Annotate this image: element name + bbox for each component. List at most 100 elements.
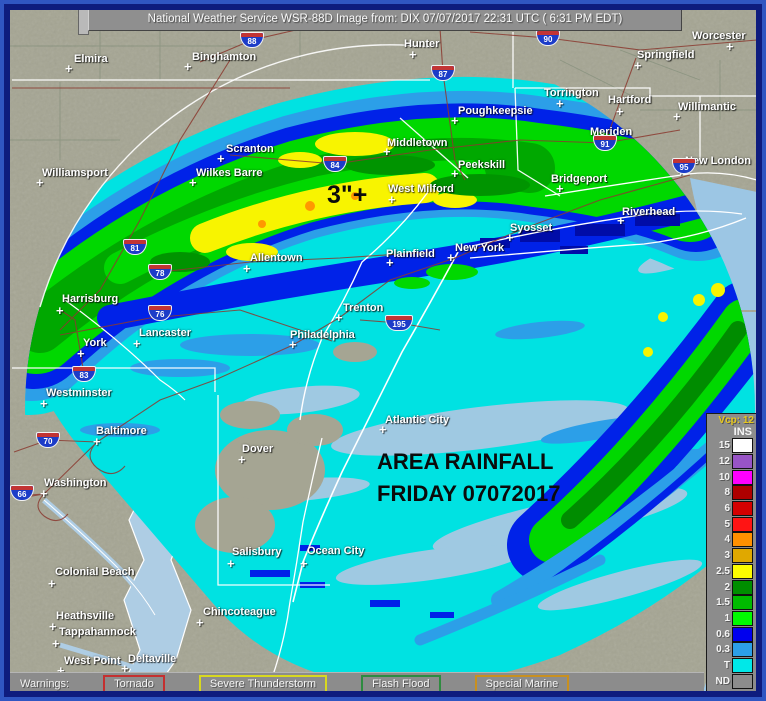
- city-label: Baltimore: [96, 425, 147, 437]
- interstate-shield-95: 95: [672, 158, 696, 174]
- county-lines: [10, 10, 756, 160]
- warning-badge-tornado[interactable]: Tornado: [103, 674, 165, 694]
- legend-row: 12: [707, 454, 757, 470]
- city-label: Binghamton: [192, 51, 257, 63]
- shield-number: 195: [392, 320, 406, 329]
- shield-number: 95: [679, 163, 689, 172]
- legend-swatch: [732, 610, 753, 626]
- coastlines: [43, 172, 757, 679]
- image-title-bar: National Weather Service WSR-88D Image f…: [88, 8, 682, 31]
- legend-row: ND: [707, 673, 757, 689]
- city-marker: +: [57, 663, 65, 678]
- city-marker: +: [447, 250, 455, 265]
- legend-value-label: 1: [724, 612, 730, 624]
- city-marker: +: [556, 96, 564, 111]
- city-label: Atlantic City: [385, 414, 450, 426]
- city-label: Williamsport: [42, 167, 108, 179]
- range-ring: [39, 44, 431, 308]
- city-label: Chincoteague: [203, 606, 276, 618]
- interstate-shield-87: 87: [431, 65, 455, 81]
- legend-row: 10: [707, 469, 757, 485]
- city-marker: +: [556, 181, 564, 196]
- interstate-shield-76: 76: [148, 305, 172, 321]
- city-marker: +: [49, 619, 57, 634]
- legend-swatch: [732, 454, 753, 470]
- legend-value-label: 15: [718, 440, 730, 452]
- legend-units-label: INS: [733, 426, 752, 438]
- shield-band: [124, 240, 146, 244]
- legend-swatch: [732, 485, 753, 501]
- city-marker: +: [65, 61, 73, 76]
- shield-number: 81: [130, 244, 140, 253]
- warning-badge-severe-thunderstorm[interactable]: Severe Thunderstorm: [198, 674, 328, 694]
- city-label: Lancaster: [139, 327, 191, 339]
- warning-badge-special-marine[interactable]: Special Marine: [474, 674, 570, 694]
- interstate-shield-90: 90: [536, 30, 560, 46]
- interstate-shield-195: 195: [385, 315, 413, 331]
- legend-swatch: [732, 469, 753, 485]
- city-label: Bridgeport: [551, 173, 608, 185]
- legend-value-label: 5: [724, 518, 730, 530]
- legend-value-label: 4: [724, 534, 730, 546]
- warning-badge-flash-flood[interactable]: Flash Flood: [361, 674, 441, 694]
- legend-value-label: 3: [724, 550, 730, 562]
- legend-swatch: [732, 532, 753, 548]
- city-marker: +: [196, 615, 204, 630]
- city-label: Deltaville: [128, 653, 177, 665]
- legend-row: 5: [707, 516, 757, 532]
- shield-band: [149, 265, 171, 269]
- legend-row: 1: [707, 610, 757, 627]
- city-marker: +: [289, 337, 297, 352]
- interstate-shield-84: 84: [323, 156, 347, 172]
- city-label: Willimantic: [678, 101, 736, 113]
- city-marker: +: [726, 39, 734, 54]
- city-label: Dover: [242, 443, 274, 455]
- city-marker: +: [451, 113, 459, 128]
- interstate-shield-88: 88: [240, 32, 264, 48]
- city-label: Heathsville: [56, 610, 115, 622]
- city-marker: +: [40, 486, 48, 501]
- legend-row: 6: [707, 501, 757, 517]
- city-label: Allentown: [250, 252, 303, 264]
- city-label: Ocean City: [307, 545, 365, 557]
- shield-number: 91: [600, 140, 610, 149]
- city-marker: +: [56, 303, 64, 318]
- city-label: Torrington: [544, 87, 599, 99]
- shield-band: [241, 33, 263, 37]
- city-label: Trenton: [343, 302, 384, 314]
- vcp-label: Vcp: 12: [718, 415, 754, 426]
- legend-swatch: [732, 642, 753, 658]
- shield-band: [11, 486, 33, 490]
- city-marker: +: [227, 556, 235, 571]
- legend-swatch: [732, 626, 753, 642]
- legend-value-label: 6: [724, 503, 730, 515]
- interstate-shield-70: 70: [36, 432, 60, 448]
- legend-value-label: 0.3: [716, 644, 730, 656]
- city-label: New London: [685, 155, 751, 167]
- city-marker: +: [93, 434, 101, 449]
- shield-number: 83: [79, 371, 89, 380]
- shield-number: 84: [330, 161, 340, 170]
- city-label: Philadelphia: [290, 329, 355, 341]
- city-marker: +: [52, 636, 60, 651]
- shield-band: [594, 136, 616, 140]
- legend-value-label: 2.5: [716, 565, 730, 577]
- city-marker: +: [386, 255, 394, 270]
- radar-map[interactable]: [10, 10, 757, 694]
- legend-value-label: ND: [715, 675, 730, 687]
- shield-band: [432, 66, 454, 70]
- shield-band: [324, 157, 346, 161]
- legend-value-label: 10: [718, 471, 730, 483]
- city-marker: +: [383, 144, 391, 159]
- legend-value-label: 0.6: [716, 628, 730, 640]
- city-marker: +: [189, 175, 197, 190]
- legend-row: 2.5: [707, 563, 757, 580]
- rainfall-legend: Vcp: 12 INS 15 12 10 8 6 5 4 3 2.5 2 1.5 1 0.6 0.3 T ND: [706, 413, 758, 697]
- rainfall-max-annotation: 3"+: [327, 181, 368, 209]
- legend-row: 0.3: [707, 642, 757, 658]
- interstate-shield-83: 83: [72, 366, 96, 382]
- city-marker: +: [40, 396, 48, 411]
- city-label: Middletown: [387, 137, 448, 149]
- legend-value-label: T: [723, 659, 730, 671]
